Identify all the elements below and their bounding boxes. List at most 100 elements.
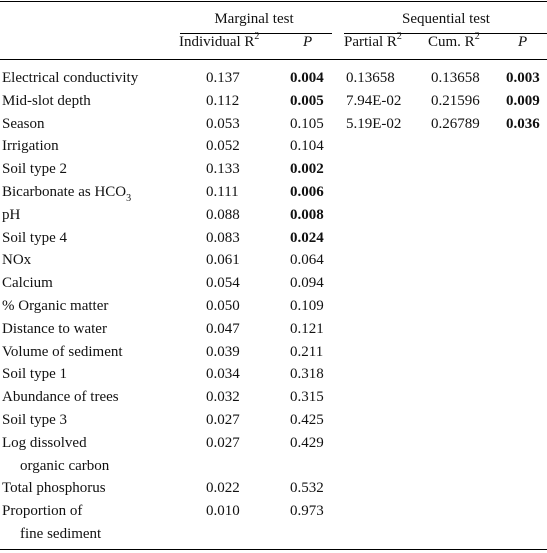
individual-r2-cell: 0.054 [206,275,240,292]
marginal-p-cell: 0.105 [290,115,324,132]
marginal-p-cell: 0.109 [290,298,324,314]
marginal-p-cell: 0.064 [290,252,324,269]
row-label: Soil type 2 [2,160,67,178]
marginal-p-cell: 0.104 [290,138,324,155]
individual-r2-cell: 0.133 [206,161,240,178]
marginal-p-cell: 0.024 [290,229,324,246]
col-header-marginal-p-text: P [303,34,313,50]
sequential-test-underline [344,33,547,34]
col-header-marginal-p: P [303,33,312,51]
row-label-text: Volume of sediment [2,343,123,360]
row-label-text: Soil type 3 [2,412,68,428]
header-rule [0,59,547,60]
row-label-text: Bicarbonate as HCO [2,184,127,200]
marginal-p-cell: 0.004 [290,70,324,86]
marginal-p-cell: 0.532 [290,480,324,497]
individual-r2-cell: 0.047 [206,320,240,337]
row-label: Log dissolved [2,434,87,452]
row-label-text: Calcium [2,275,53,292]
individual-r2-cell: 0.083 [206,229,240,246]
row-label: NOx [2,251,31,269]
partial-r2-cell: 0.13658 [346,70,395,86]
row-label: Season [2,115,45,133]
row-label-text: Log dissolved [2,434,87,451]
individual-r2-cell: 0.027 [206,434,240,451]
superscript-2: 2 [396,31,402,42]
row-label: Volume of sediment [2,343,123,361]
row-label-text: Proportion of [2,503,83,520]
individual-r2-cell: 0.111 [206,184,239,200]
sequential-p-cell: 0.003 [506,70,540,86]
row-label-text: NOx [2,252,32,269]
marginal-p-cell: 0.094 [290,275,324,292]
marginal-test-underline [180,33,332,34]
row-label-text: Total phosphorus [2,480,106,497]
superscript-2: 2 [474,31,480,42]
row-label-text: Soil type 2 [2,161,68,178]
row-label-text: Distance to water [2,320,107,337]
row-label: Soil type 4 [2,229,67,247]
marginal-p-cell: 0.425 [290,412,324,428]
individual-r2-cell: 0.039 [206,343,240,360]
row-label: Abundance of trees [2,388,119,406]
individual-r2-cell: 0.050 [206,298,240,314]
individual-r2-cell: 0.010 [206,503,240,520]
row-label: Soil type 1 [2,365,67,383]
marginal-p-cell: 0.315 [290,389,324,406]
marginal-p-cell: 0.002 [290,161,324,178]
marginal-p-cell: 0.318 [290,366,324,383]
col-header-partial-r2: Partial R2 [344,31,402,51]
cum-r2-cell: 0.26789 [431,115,480,132]
col-header-sequential-p: P [518,33,527,51]
row-label-subscript: 3 [126,193,132,204]
row-label-text: % Organic matter [2,298,109,314]
col-header-sequential-p-text: P [518,34,528,50]
row-label: Total phosphorus [2,479,106,497]
marginal-p-cell: 0.429 [290,434,324,451]
cum-r2-cell: 0.21596 [431,92,480,109]
row-label-text: Soil type 4 [2,229,68,246]
top-rule [0,1,547,2]
sequential-test-header: Sequential test [402,11,490,27]
individual-r2-cell: 0.137 [206,70,240,86]
bottom-rule [0,549,547,550]
row-label-continuation: fine sediment [20,526,102,542]
row-label: Irrigation [2,137,59,155]
col-header-individual-r2: Individual R2 [179,32,259,51]
cum-r2-cell: 0.13658 [431,70,480,86]
col-header-cum-r2-text: Cum. R [428,34,475,50]
row-label: Calcium [2,274,53,292]
marginal-p-cell: 0.005 [290,92,324,109]
individual-r2-cell: 0.112 [206,92,240,109]
sequential-p-cell: 0.009 [506,92,540,109]
row-label-text: pH [2,206,21,223]
col-header-individual-r2-text: Individual R [179,34,255,50]
row-label-text: Soil type 1 [2,366,68,383]
individual-r2-cell: 0.027 [206,412,240,428]
partial-r2-cell: 5.19E-02 [346,115,402,132]
marginal-p-cell: 0.008 [290,206,324,223]
individual-r2-cell: 0.088 [206,206,240,223]
individual-r2-cell: 0.061 [206,252,240,269]
row-label-text: Abundance of trees [2,389,119,406]
row-label-text: Mid-slot depth [2,92,91,109]
row-label: pH [2,206,20,224]
row-label: Bicarbonate as HCO3 [2,183,132,204]
marginal-p-cell: 0.006 [290,184,324,200]
col-header-cum-r2: Cum. R2 [428,31,480,51]
row-label-continuation: organic carbon [20,457,110,474]
row-label-text: Electrical conductivity [2,70,139,86]
marginal-test-header: Marginal test [214,11,294,27]
row-label: Mid-slot depth [2,92,91,110]
individual-r2-cell: 0.053 [206,115,240,132]
row-label-text: Season [2,115,45,132]
row-label: Soil type 3 [2,411,67,429]
row-label: Distance to water [2,320,107,338]
individual-r2-cell: 0.034 [206,366,240,383]
marginal-p-cell: 0.211 [290,343,324,360]
row-label: Electrical conductivity [2,69,138,87]
row-label: % Organic matter [2,297,108,315]
marginal-p-cell: 0.121 [290,320,324,337]
row-label-text: Irrigation [2,138,59,155]
row-label: Proportion of [2,502,82,520]
